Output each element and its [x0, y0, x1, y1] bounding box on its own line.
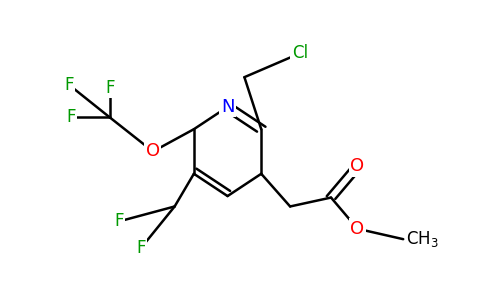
Text: F: F: [105, 79, 114, 97]
Text: O: O: [350, 220, 364, 238]
Text: F: F: [136, 239, 146, 257]
Text: O: O: [350, 157, 364, 175]
Text: Cl: Cl: [292, 44, 308, 62]
Text: O: O: [146, 142, 160, 160]
Text: F: F: [64, 76, 74, 94]
Text: N: N: [221, 98, 234, 116]
Text: CH$_3$: CH$_3$: [406, 229, 439, 249]
Text: F: F: [66, 108, 76, 126]
Text: F: F: [115, 212, 124, 230]
